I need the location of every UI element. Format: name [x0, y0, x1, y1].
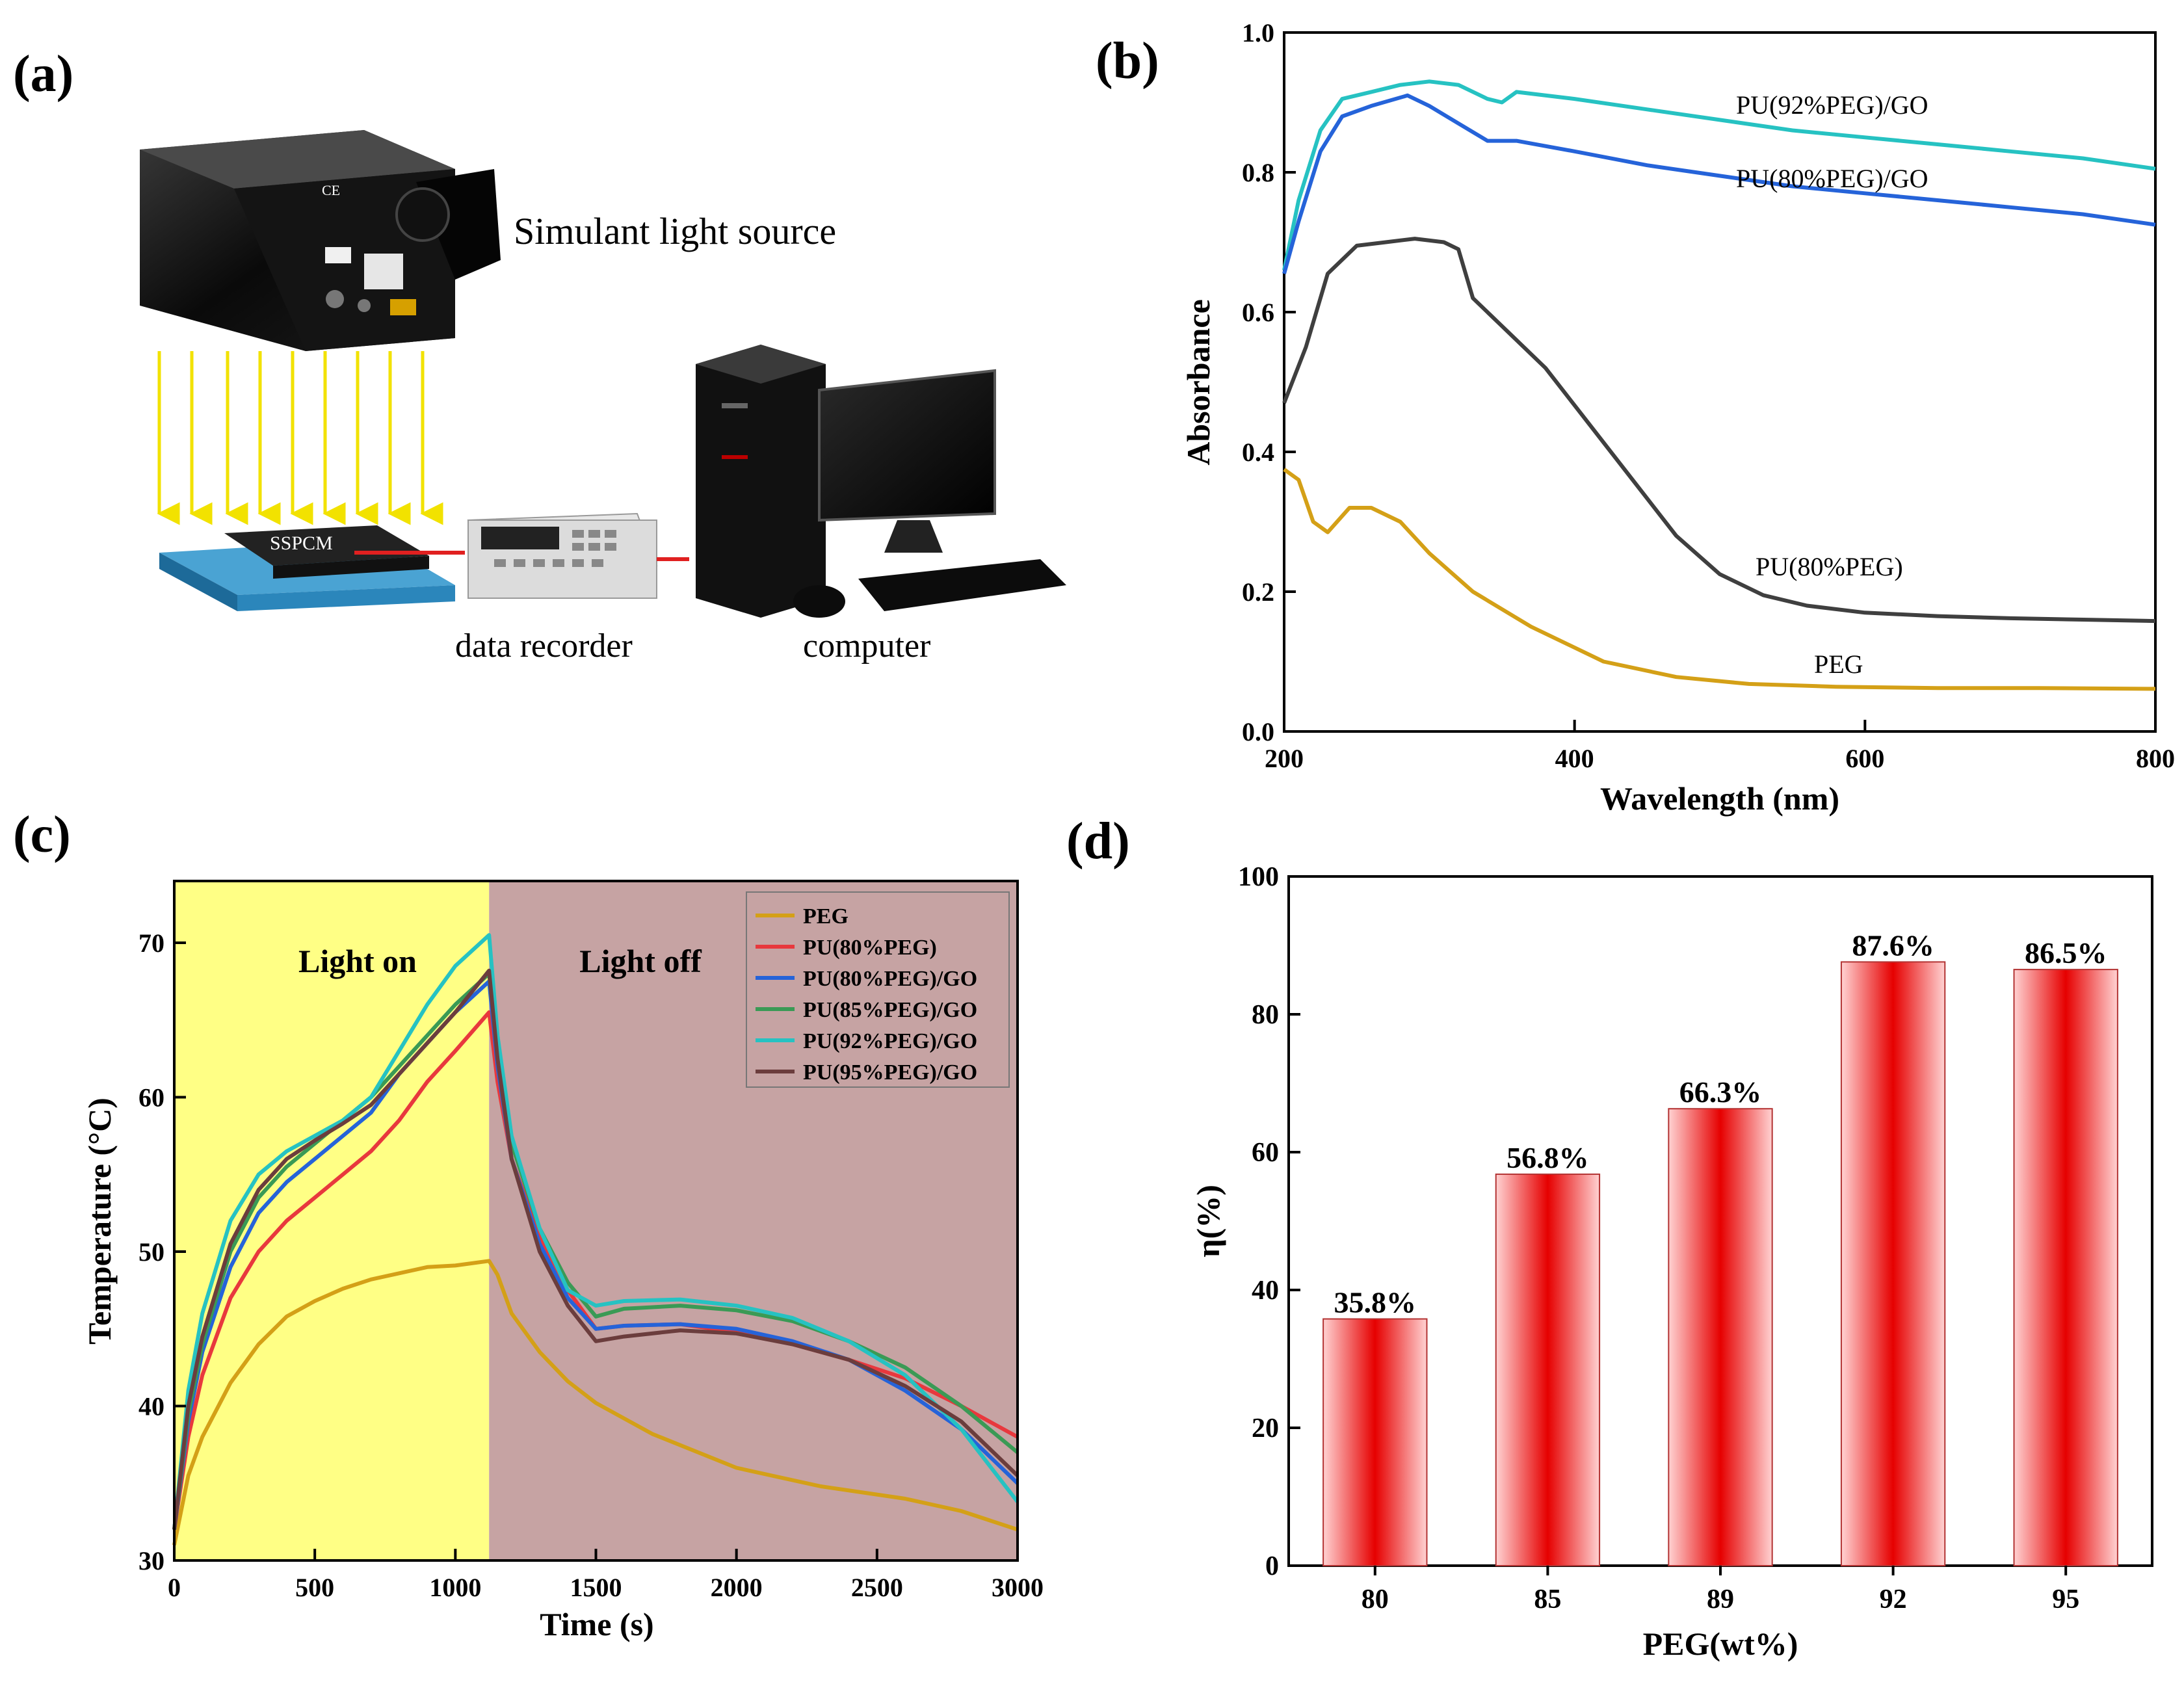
chart-b-lines	[1282, 79, 2156, 691]
panel-a: (a) CE Simulant light source	[13, 46, 1066, 664]
series-line-pu-80-peg-go	[1282, 93, 2156, 274]
bar-value-label: 86.5%	[2025, 936, 2107, 969]
panel-d: (d) 35.8% 56.8% 66.3% 87.6% 86.5% 80 85 89 92 95…	[1066, 813, 2153, 1662]
chart-c-lines	[172, 933, 1020, 1546]
y-tick-label: 60	[138, 1083, 164, 1112]
legend-label-pu-80-peg-go: PU(80%PEG)/GO	[803, 967, 977, 991]
bar-value-label: 56.8%	[1506, 1141, 1589, 1174]
x-tick-label: 1500	[570, 1573, 622, 1602]
bar-95	[2013, 969, 2118, 1566]
chart-c-ticks: 0 500 1000 1500 2000 2500 3000 30 40 50 60 70	[138, 928, 1044, 1602]
chart-d-ylabel: η(%)	[1190, 1185, 1226, 1257]
light-source-icon: CE	[140, 130, 501, 351]
x-tick-label: 85	[1534, 1585, 1561, 1614]
legend-label-pu-85-peg-go: PU(85%PEG)/GO	[803, 998, 977, 1022]
y-tick-label: 100	[1238, 862, 1279, 892]
series-line-peg	[1283, 467, 2156, 691]
y-tick-label: 0.6	[1242, 298, 1274, 327]
x-tick-label: 89	[1707, 1585, 1734, 1614]
y-tick-label: 0.0	[1242, 717, 1274, 746]
x-tick-label: 0	[168, 1573, 181, 1602]
bar-85	[1495, 1173, 1601, 1567]
bar-92	[1840, 961, 1946, 1566]
computer-label: computer	[803, 627, 930, 664]
bar-80	[1322, 1318, 1428, 1567]
panel-d-label: (d)	[1066, 813, 1130, 870]
bar-value-label: 87.6%	[1852, 928, 1934, 962]
chart-c-xlabel: Time (s)	[540, 1606, 653, 1642]
y-tick-label: 0.8	[1242, 158, 1274, 187]
chart-b-series-label-peg: PEG	[1814, 650, 1863, 679]
chart-d-bars: 35.8% 56.8% 66.3% 87.6% 86.5%	[1322, 928, 2118, 1567]
chart-b-xlabel: Wavelength (nm)	[1600, 780, 1839, 817]
x-tick-label: 500	[295, 1573, 334, 1602]
y-tick-label: 80	[1252, 1000, 1279, 1030]
light-rays	[157, 351, 443, 525]
y-tick-label: 40	[1252, 1276, 1279, 1306]
y-tick-label: 50	[138, 1237, 164, 1267]
chart-b-series-label-80: PU(80%PEG)	[1756, 552, 1903, 581]
x-tick-label: 600	[1845, 744, 1884, 773]
chart-b-series-label-80go: PU(80%PEG)/GO	[1736, 164, 1928, 193]
legend-label-pu-92-peg-go: PU(92%PEG)/GO	[803, 1029, 977, 1053]
computer-icon	[696, 345, 1066, 618]
x-tick-label: 2000	[711, 1573, 763, 1602]
series-line-pu-80-peg	[1282, 237, 2156, 624]
light-on-annotation: Light on	[298, 943, 417, 979]
y-tick-label: 0.2	[1242, 577, 1274, 607]
sample-label: SSPCM	[270, 533, 333, 554]
chart-b-ylabel: Absorbance	[1180, 299, 1217, 466]
legend-label-pu-80-peg: PU(80%PEG)	[803, 936, 937, 960]
light-source-label: Simulant light source	[514, 210, 836, 252]
y-tick-label: 20	[1252, 1414, 1279, 1443]
recorder-label: data recorder	[455, 627, 633, 664]
x-tick-label: 200	[1265, 744, 1304, 773]
chart-c-legend: PEG PU(80%PEG) PU(80%PEG)/GO PU(85%PEG)/GO P…	[746, 891, 1010, 1088]
series-line-peg	[172, 1259, 1018, 1546]
legend-label-pu-95-peg-go: PU(95%PEG)/GO	[803, 1060, 977, 1085]
bar-value-label: 66.3%	[1679, 1075, 1762, 1109]
ce-mark: CE	[322, 182, 340, 198]
y-tick-label: 0	[1265, 1551, 1279, 1581]
panel-c-label: (c)	[13, 806, 71, 863]
x-tick-label: 2500	[851, 1573, 903, 1602]
panel-c: (c) 0 500 1000 1500 2000 2500 3000 30 40 50 60 70 L…	[13, 806, 1044, 1642]
legend-label-peg: PEG	[803, 904, 849, 928]
bar-89	[1668, 1108, 1773, 1566]
chart-b-ticks: 200 400 600 800 0.0 0.2 0.4 0.6 0.8 1.0	[1242, 18, 2175, 773]
chart-c-ylabel: Temperature (°C)	[81, 1098, 118, 1345]
x-tick-label: 92	[1880, 1585, 1907, 1614]
chart-d-xlabel: PEG(wt%)	[1643, 1625, 1798, 1662]
x-tick-label: 95	[2052, 1585, 2079, 1614]
y-tick-label: 40	[138, 1392, 164, 1421]
x-tick-label: 1000	[429, 1573, 481, 1602]
y-tick-label: 1.0	[1242, 18, 1274, 47]
series-line-pu-92-peg-go	[172, 933, 1020, 1530]
y-tick-label: 0.4	[1242, 438, 1274, 467]
y-tick-label: 60	[1252, 1138, 1279, 1168]
light-off-annotation: Light off	[579, 943, 702, 979]
bar-value-label: 35.8%	[1334, 1286, 1417, 1319]
y-tick-label: 30	[138, 1546, 164, 1575]
x-tick-label: 80	[1362, 1585, 1389, 1614]
series-line-pu-95-peg-go	[172, 968, 1020, 1530]
chart-d-ticks: 80 85 89 92 95 0 20 40 60 80 100	[1238, 862, 2079, 1614]
panel-b-label: (b)	[1096, 33, 1159, 90]
data-recorder-icon	[467, 512, 658, 599]
series-line-pu-92-peg-go	[1282, 79, 2156, 271]
chart-b-frame	[1283, 31, 2157, 733]
panel-a-label: (a)	[13, 46, 73, 103]
y-tick-label: 70	[138, 928, 164, 958]
panel-b: (b) 200 400 600 800 0.0 0.2 0.4 0.6 0.8 1.0 PU(92…	[1096, 18, 2175, 817]
x-tick-label: 800	[2136, 744, 2175, 773]
x-tick-label: 400	[1555, 744, 1594, 773]
legend-box	[746, 891, 1010, 1088]
x-tick-label: 3000	[992, 1573, 1044, 1602]
chart-b-series-label-92: PU(92%PEG)/GO	[1736, 90, 1928, 120]
